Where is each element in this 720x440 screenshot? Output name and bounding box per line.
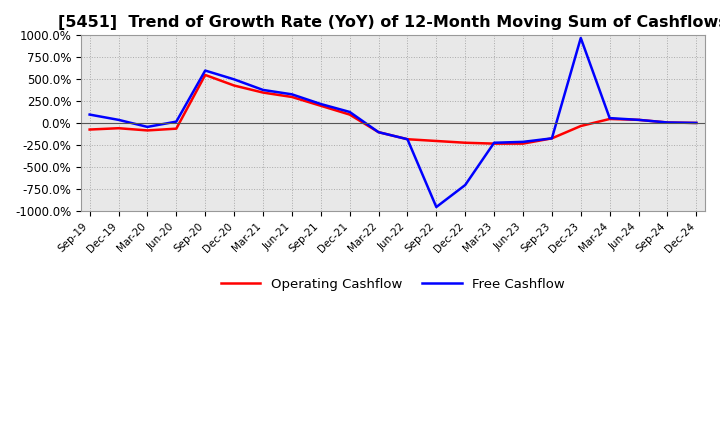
Free Cashflow — [317, 101, 325, 106]
Free Cashflow — [461, 182, 469, 187]
Operating Cashflow — [634, 117, 643, 122]
Free Cashflow — [663, 120, 672, 125]
Free Cashflow — [172, 119, 181, 124]
Operating Cashflow — [577, 123, 585, 128]
Free Cashflow — [230, 77, 238, 82]
Free Cashflow — [258, 87, 267, 92]
Free Cashflow — [577, 35, 585, 40]
Line: Free Cashflow: Free Cashflow — [89, 38, 696, 207]
Operating Cashflow — [317, 103, 325, 108]
Operating Cashflow — [548, 136, 557, 141]
Operating Cashflow — [403, 136, 412, 142]
Operating Cashflow — [432, 138, 441, 143]
Legend: Operating Cashflow, Free Cashflow: Operating Cashflow, Free Cashflow — [215, 273, 570, 297]
Operating Cashflow — [172, 126, 181, 131]
Operating Cashflow — [663, 120, 672, 125]
Line: Operating Cashflow: Operating Cashflow — [89, 75, 696, 143]
Free Cashflow — [143, 124, 152, 129]
Free Cashflow — [634, 117, 643, 122]
Operating Cashflow — [374, 129, 383, 135]
Operating Cashflow — [606, 116, 614, 121]
Operating Cashflow — [85, 127, 94, 132]
Operating Cashflow — [518, 141, 527, 146]
Free Cashflow — [548, 136, 557, 141]
Operating Cashflow — [258, 90, 267, 95]
Operating Cashflow — [490, 141, 498, 146]
Operating Cashflow — [461, 140, 469, 145]
Operating Cashflow — [230, 83, 238, 88]
Operating Cashflow — [201, 72, 210, 77]
Free Cashflow — [114, 117, 123, 122]
Free Cashflow — [606, 115, 614, 121]
Operating Cashflow — [692, 120, 701, 125]
Free Cashflow — [346, 109, 354, 114]
Operating Cashflow — [114, 125, 123, 131]
Free Cashflow — [432, 204, 441, 209]
Operating Cashflow — [143, 128, 152, 133]
Free Cashflow — [85, 112, 94, 117]
Free Cashflow — [287, 92, 296, 97]
Operating Cashflow — [287, 94, 296, 99]
Free Cashflow — [403, 136, 412, 142]
Title: [5451]  Trend of Growth Rate (YoY) of 12-Month Moving Sum of Cashflows: [5451] Trend of Growth Rate (YoY) of 12-… — [58, 15, 720, 30]
Operating Cashflow — [346, 112, 354, 117]
Free Cashflow — [518, 139, 527, 144]
Free Cashflow — [201, 68, 210, 73]
Free Cashflow — [374, 129, 383, 135]
Free Cashflow — [692, 120, 701, 125]
Free Cashflow — [490, 140, 498, 145]
